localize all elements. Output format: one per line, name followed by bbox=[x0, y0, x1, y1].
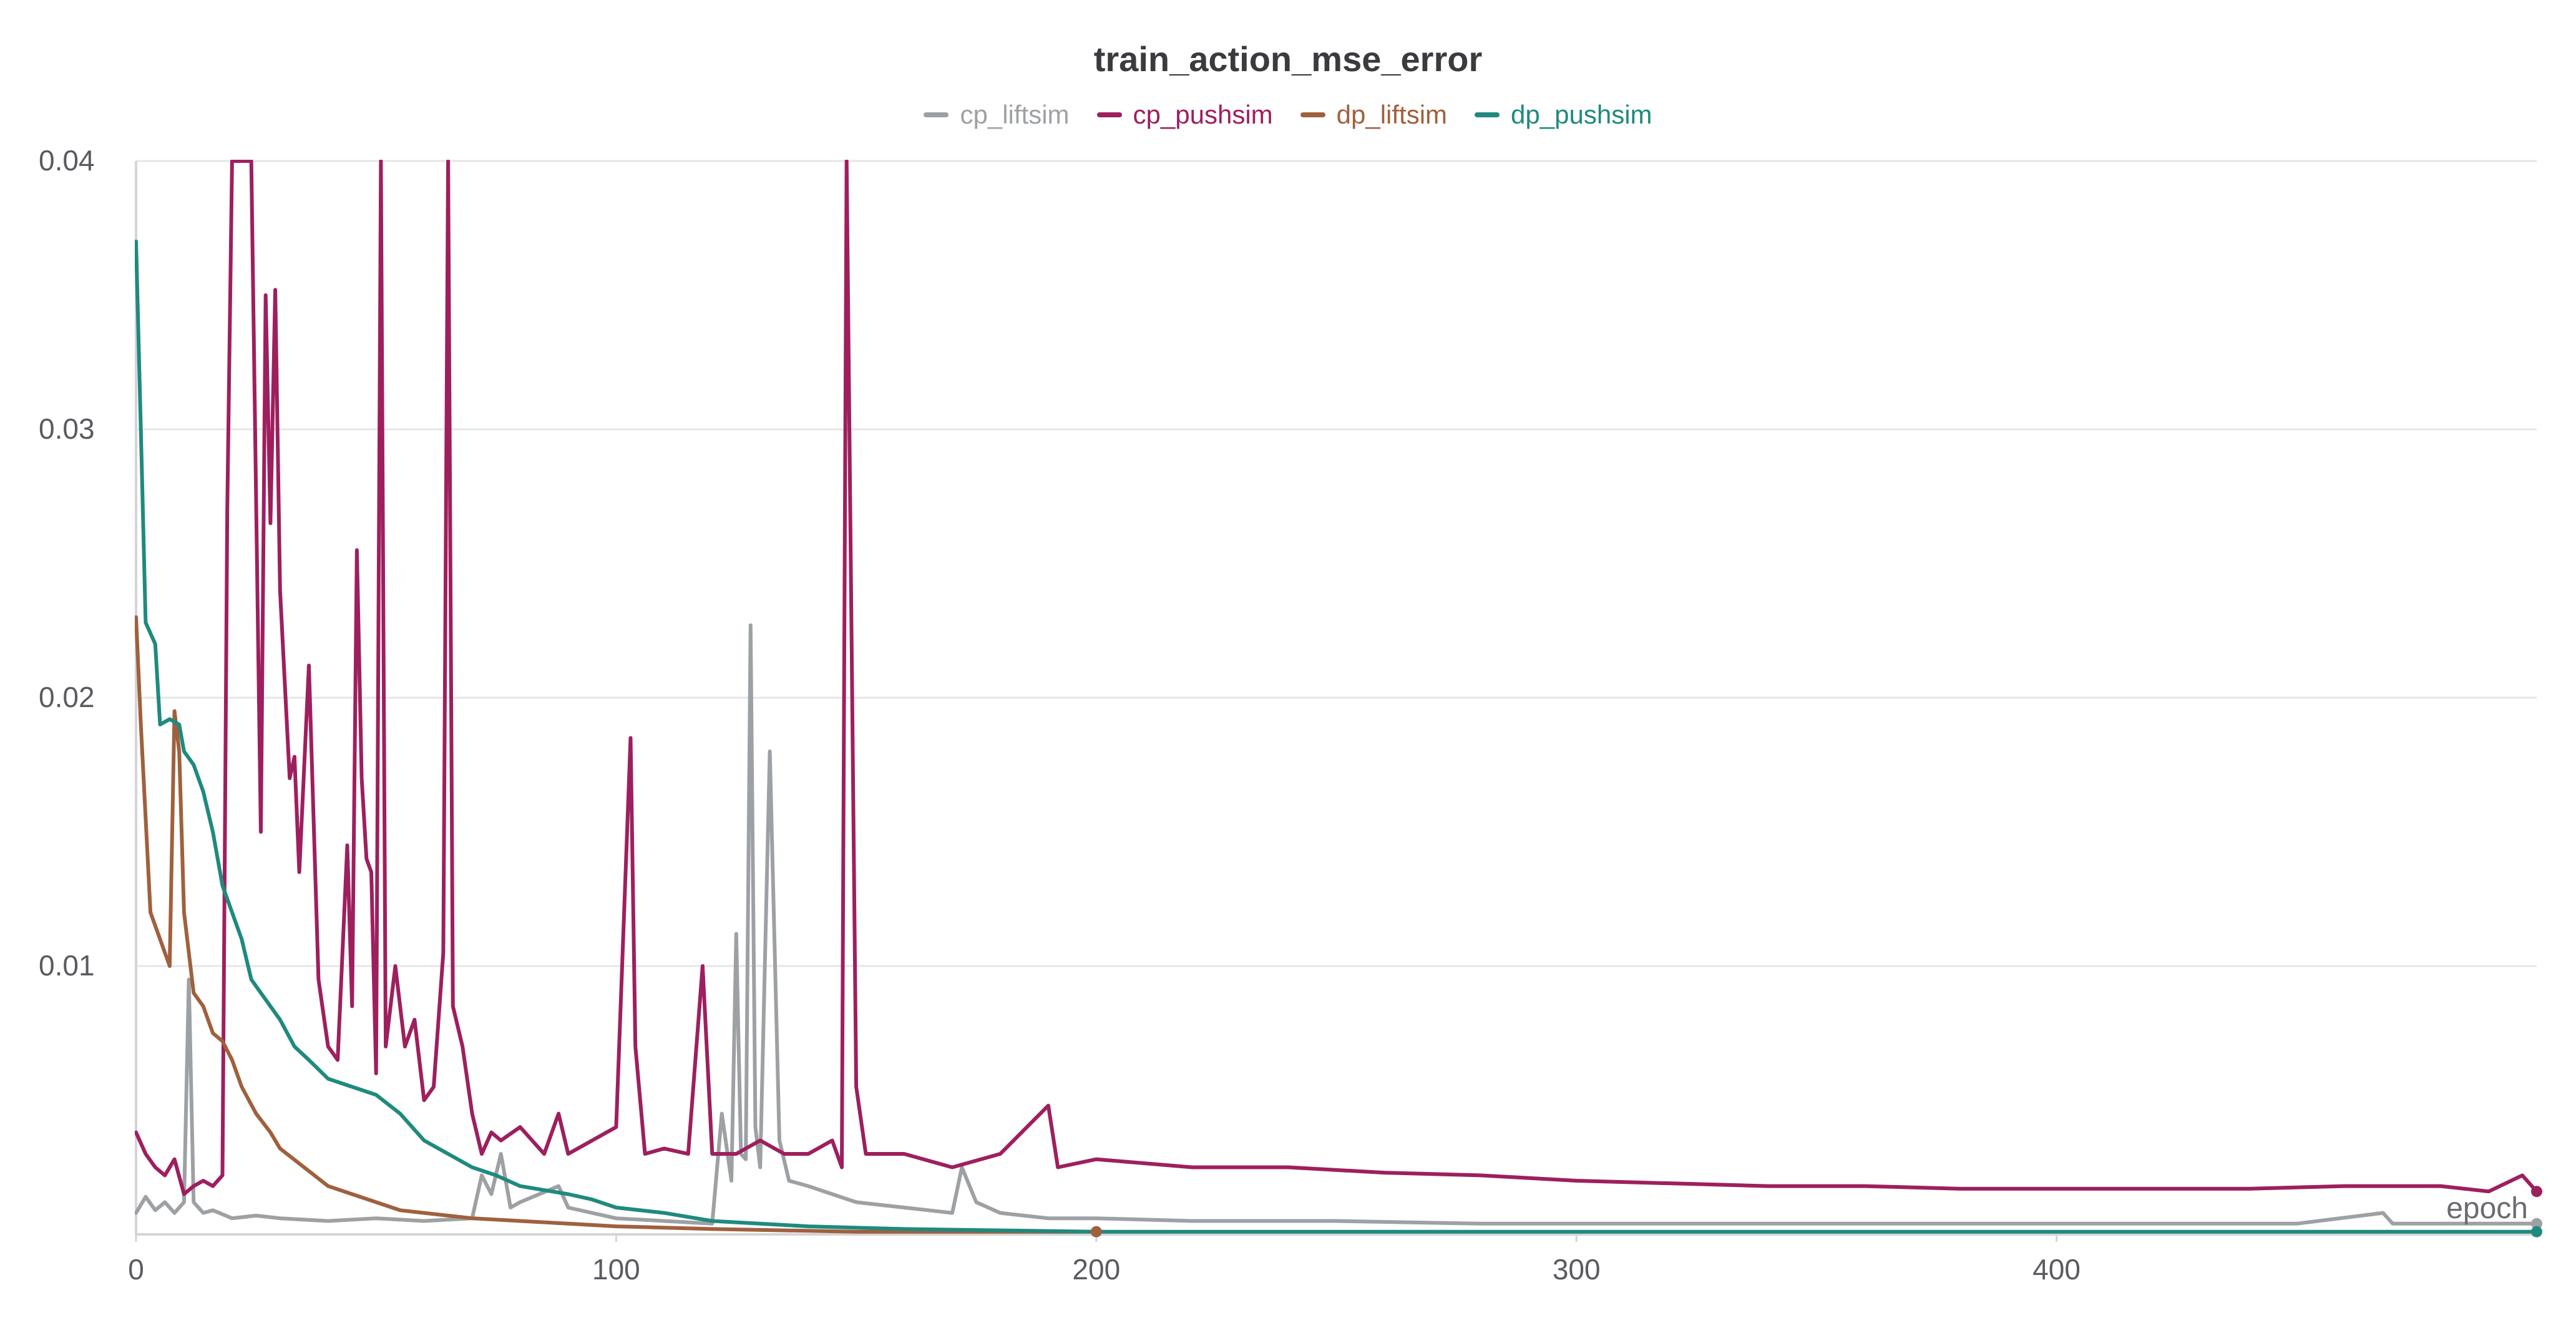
x-axis-label: epoch bbox=[2446, 1192, 2528, 1225]
legend-label: dp_liftsim bbox=[1336, 100, 1448, 129]
legend-swatch bbox=[1096, 112, 1122, 117]
series-line-dp_pushsim bbox=[135, 240, 2538, 1234]
x-tick-label: 0 bbox=[128, 1253, 144, 1286]
x-tick-label: 100 bbox=[592, 1253, 640, 1286]
series-end-point-cp_pushsim bbox=[2531, 1186, 2542, 1198]
chart-title: train_action_mse_error bbox=[1093, 39, 1483, 79]
series-end-point-dp_pushsim bbox=[2531, 1226, 2542, 1238]
y-tick-label: 0.02 bbox=[39, 681, 95, 713]
legend-item-cp_pushsim[interactable]: cp_pushsim bbox=[1096, 100, 1273, 130]
legend-swatch bbox=[1300, 112, 1325, 117]
legend-item-cp_liftsim[interactable]: cp_liftsim bbox=[924, 100, 1070, 130]
legend-swatch bbox=[924, 112, 949, 117]
series-group bbox=[135, 160, 2538, 1234]
series-line-cp_liftsim bbox=[135, 623, 2538, 1226]
y-tick-label: 0.04 bbox=[39, 144, 95, 177]
x-tick-label: 400 bbox=[2032, 1253, 2081, 1286]
y-tick-label: 0.01 bbox=[39, 949, 95, 982]
series-line-cp_pushsim bbox=[135, 160, 2538, 1196]
legend-label: cp_liftsim bbox=[960, 100, 1070, 129]
legend-label: dp_pushsim bbox=[1511, 100, 1652, 129]
legend-item-dp_pushsim[interactable]: dp_pushsim bbox=[1475, 100, 1652, 130]
series-line-dp_liftsim bbox=[135, 615, 1098, 1234]
x-tick-label: 300 bbox=[1553, 1253, 1601, 1286]
series-end-point-dp_liftsim bbox=[1090, 1226, 1102, 1238]
x-tick-label: 200 bbox=[1072, 1253, 1120, 1286]
legend-swatch bbox=[1475, 112, 1500, 117]
series-end-point-cp_liftsim bbox=[2531, 1218, 2542, 1229]
legend-label: cp_pushsim bbox=[1133, 100, 1273, 129]
legend-item-dp_liftsim[interactable]: dp_liftsim bbox=[1300, 100, 1447, 130]
y-tick-label: 0.03 bbox=[39, 413, 95, 445]
legend[interactable]: cp_liftsim cp_pushsim dp_liftsim dp_pushsim bbox=[0, 100, 2576, 130]
